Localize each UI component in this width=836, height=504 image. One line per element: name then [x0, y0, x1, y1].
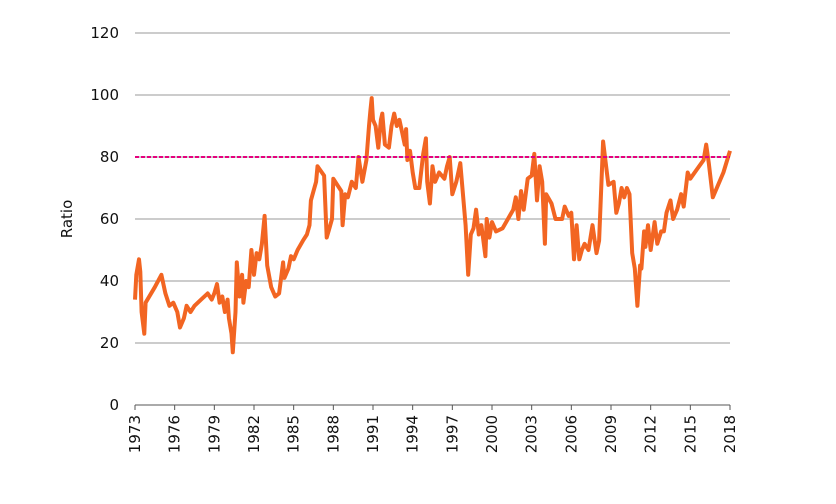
x-tick-label: 1973 — [126, 415, 144, 453]
y-tick-label: 20 — [100, 334, 119, 352]
x-tick-label: 1988 — [324, 415, 342, 453]
y-tick-label: 80 — [100, 148, 119, 166]
x-tick-label: 2000 — [483, 415, 501, 453]
x-tick-label: 1979 — [205, 415, 223, 453]
x-tick-label: 2012 — [642, 415, 660, 453]
x-tick-label: 2003 — [523, 415, 541, 453]
y-axis-label: Ratio — [58, 200, 76, 239]
y-tick-label: 100 — [90, 86, 119, 104]
x-tick-label: 2018 — [721, 415, 739, 453]
y-tick-label: 40 — [100, 272, 119, 290]
x-tick-label: 2009 — [602, 415, 620, 453]
data-line — [133, 96, 732, 355]
x-tick-label: 1997 — [443, 415, 461, 453]
y-tick-label: 120 — [90, 24, 119, 42]
x-tick-label: 2015 — [681, 415, 699, 453]
x-tick-label: 1982 — [245, 415, 263, 453]
y-tick-label: 60 — [100, 210, 119, 228]
x-tick-label: 1985 — [285, 415, 303, 453]
y-tick-label: 0 — [109, 396, 119, 414]
x-tick-label: 1991 — [364, 415, 382, 453]
x-tick-label: 1994 — [404, 415, 422, 453]
x-tick-label: 2006 — [562, 415, 580, 453]
x-tick-label: 1976 — [166, 415, 184, 453]
